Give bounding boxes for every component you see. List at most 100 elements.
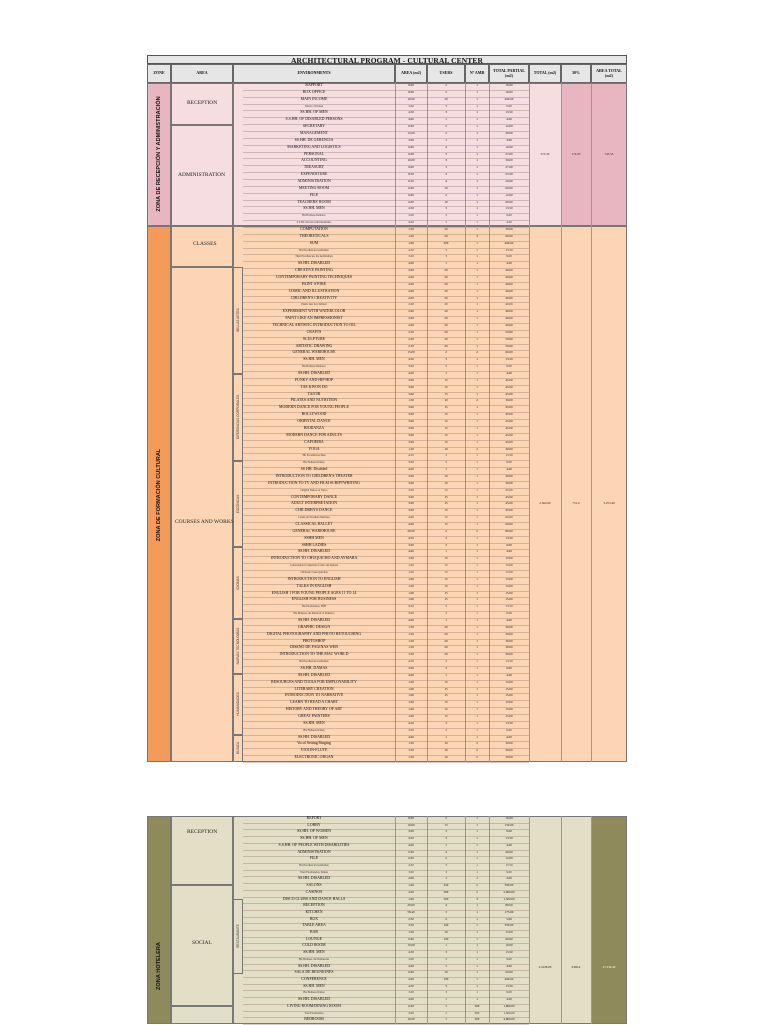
n-amb-value: 2 <box>476 398 478 403</box>
area-m2-value: 4.00 <box>408 963 414 968</box>
total-partial-value: 30.00 <box>505 741 513 746</box>
table-row: ELECTRONIC ORGAN 1.50 10 2 30.00 <box>147 755 627 760</box>
n-amb-value: 1 <box>476 916 478 921</box>
area-m2-value: 3.00 <box>408 990 414 995</box>
users-value: 15 <box>444 412 448 417</box>
table-row: INTRODUCTION TO THE MAC WORLD 1.50 20 1 30.0… <box>147 652 627 657</box>
environment-name: INTRODUCTION TO TV AND FILM SCRIPTWRITIN… <box>268 480 360 485</box>
table-row: INTRODUCTION TO CHILDREN'S THEATER 3.00 10… <box>147 474 627 479</box>
table-row: ORIENTAL DANCE 3.00 15 1 45.00 <box>147 419 627 424</box>
zone-band-hotel <box>147 816 171 1024</box>
total-partial-value: 15.00 <box>505 556 513 561</box>
environment-name: ELECTRONIC ORGAN <box>294 755 334 760</box>
table-row: LEARN TO READ A CHART 1.00 15 1 15.00 <box>147 700 627 705</box>
area-m2-value: 3.00 <box>408 384 414 389</box>
n-amb-value: 1 <box>476 829 478 834</box>
environment-name: RESOURCES AND TOOLS FOR EMPLOYABILITY <box>271 679 357 684</box>
area-m2-value: 9.00 <box>408 165 414 170</box>
area-m2-value: 8.50 <box>408 172 414 177</box>
users-value: 10 <box>444 970 448 975</box>
n-amb-value: 1 <box>476 460 478 465</box>
n-amb-value: 1 <box>476 357 478 362</box>
area-m2-value: 3.00 <box>408 542 414 547</box>
area-m2-value: 3.00 <box>408 412 414 417</box>
table-row: CHILDREN'S DANCE 3.00 15 1 45.00 <box>147 508 627 513</box>
area-m2-value: 4.50 <box>408 720 414 725</box>
users-value: 500 <box>443 896 449 901</box>
n-amb-value: 1 <box>476 172 478 177</box>
total-partial-value: 45.00 <box>505 425 513 430</box>
users-value: 4 <box>445 179 447 184</box>
area-m2-value: 3.00 <box>408 487 414 492</box>
n-amb-value: 1 <box>476 329 478 334</box>
area-m2-value: 15.00 <box>407 131 415 135</box>
users-value: 1 <box>445 220 447 225</box>
table-row: His Holiness Damasco 3.00 3 1 9.00 <box>147 364 627 369</box>
users-value: 3 <box>445 213 447 218</box>
total-partial-value: 4,800.00 <box>503 1017 515 1022</box>
environment-name: His Excellencies, SHH <box>302 605 326 609</box>
n-amb-value: 1 <box>476 983 478 988</box>
area-m2-value: 4.00 <box>408 220 414 225</box>
area-m2-value: 1.00 <box>408 597 414 602</box>
table-row: CHILDREN'S CREATIVITY 2.00 20 1 40.00 <box>147 296 627 301</box>
table-row: LOUNGE 0.60 100 1 60.00 <box>147 937 627 942</box>
environment-name: TAICHI <box>307 391 321 396</box>
n-amb-value: 1 <box>476 590 478 595</box>
total-partial-value: 15.00 <box>505 569 513 574</box>
environment-name: SALA DE REUNIONES <box>294 970 334 975</box>
users-value: 2 <box>445 916 447 921</box>
total-partial-value: 27.00 <box>505 165 513 170</box>
total-partial-value: 27.00 <box>505 151 513 156</box>
environment-name: INTRODUCTION TO THE MAC WORLD <box>279 652 349 657</box>
environment-name: Their Excellencies, Damas <box>300 870 328 874</box>
total-partial-value: 13.50 <box>505 453 513 458</box>
environment-name: LOBBY <box>307 822 321 827</box>
area-m2-value: 3.00 <box>408 439 414 444</box>
area-m2-value: 1.00 <box>408 563 414 568</box>
environment-name: PAINT LIKE AN IMPRESSIONIST <box>285 316 343 321</box>
table-row: PAINT LIKE AN IMPRESSIONIST 2.00 20 1 40.00 <box>147 316 627 321</box>
total-partial-value: 30.00 <box>505 638 513 643</box>
area-m2-value: 3.50 <box>408 923 414 928</box>
n-amb-value: 300 <box>474 1003 480 1008</box>
table-row: SS.HH. DISABLED 4.00 1 1 4.00 <box>147 964 627 969</box>
environment-name: S.S.H.I. Persons with Disabilities <box>296 221 332 225</box>
table-row: TAICHI 3.00 15 1 45.00 <box>147 392 627 397</box>
total-partial-value: 30.00 <box>505 755 513 760</box>
n-amb-value: 1 <box>476 302 478 307</box>
table-row: SS.HH. OF MEN 4.50 3 1 13.50 <box>147 110 627 115</box>
environment-name: TALKS IN ENGLISH <box>296 583 332 588</box>
environment-name: VIOLIN-FLUTE <box>300 748 328 753</box>
table-row: MANAGEMENT 15.00 2 1 30.00 <box>147 131 627 136</box>
users-value: 3 <box>445 103 447 108</box>
n-amb-value: 1 <box>476 583 478 588</box>
area-m2-value: 2.00 <box>408 275 414 280</box>
area-m2-value: 6.50 <box>408 179 414 184</box>
users-value: 15 <box>444 391 448 396</box>
table-row: His Holiness Damas 3.00 3 1 9.00 <box>147 460 627 465</box>
n-amb-value: 1 <box>476 480 478 485</box>
users-value: 2 <box>445 89 447 94</box>
environment-name: SS.HH. DISABLED <box>297 261 331 266</box>
environment-name: INTRODUCTION TO NARRATIVE <box>284 693 344 698</box>
area-m2-value: 4.00 <box>408 515 414 520</box>
n-amb-value: 1 <box>476 131 478 135</box>
area-m2-value: 2.00 <box>408 323 414 328</box>
area-m2-value: 1.00 <box>408 713 414 718</box>
n-amb-value: 1 <box>476 672 478 677</box>
users-value: 15 <box>444 487 448 492</box>
area-m2-value: 3.00 <box>408 213 414 218</box>
area-m2-value: 1.50 <box>408 645 414 650</box>
table-row: SALONS 1.00 250 2 500.00 <box>147 883 627 888</box>
environment-name: GRAPHIC DESIGN <box>297 624 331 629</box>
users-value: 15 <box>444 590 448 595</box>
area-m2-value: 4.00 <box>408 467 414 472</box>
n-amb-value: 2 <box>476 350 478 355</box>
table-row: TECHNICAL ARTISTIC INTRODUCTION TO OIL 2.… <box>147 323 627 328</box>
users-value: 15 <box>444 679 448 684</box>
users-value: 20 <box>444 295 448 300</box>
total-partial-value: 4.00 <box>506 672 512 677</box>
table-row: ARTISTIC DRAWING 2.50 20 1 50.00 <box>147 344 627 349</box>
table-row: DISEÑO DE PÁGINAS WEB 1.50 20 1 30.00 <box>147 645 627 650</box>
